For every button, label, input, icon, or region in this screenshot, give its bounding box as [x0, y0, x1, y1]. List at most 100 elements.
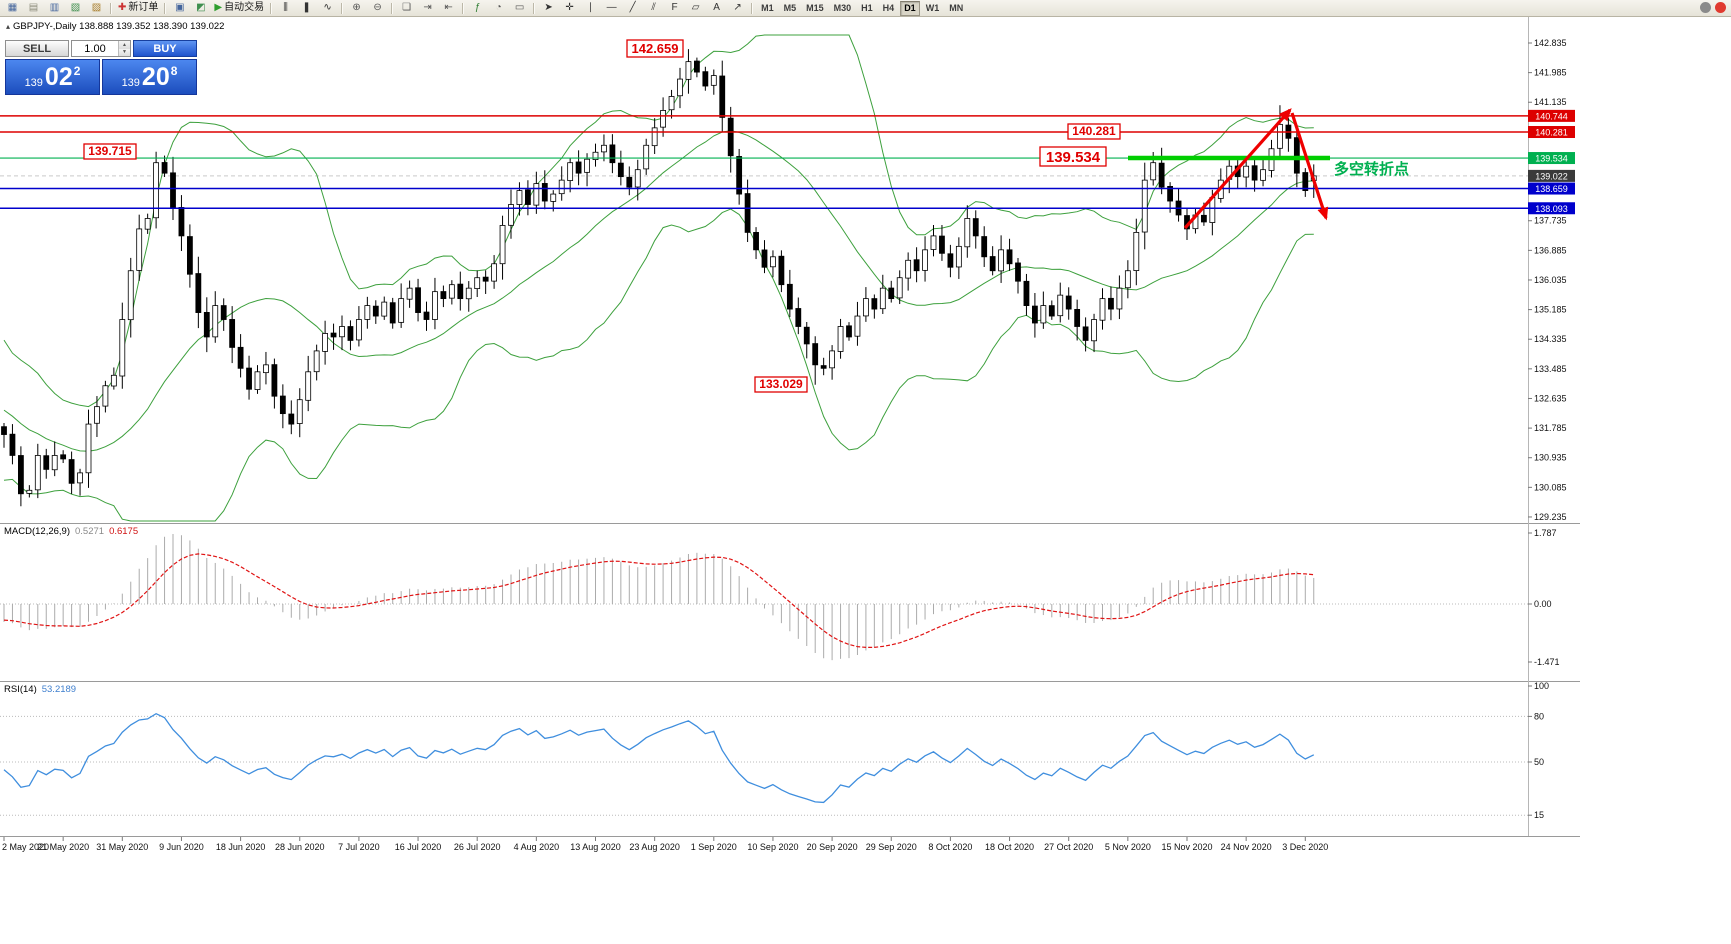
candle-body: [744, 193, 751, 233]
tile-windows-icon[interactable]: ❏: [397, 1, 416, 15]
candle-body: [203, 312, 210, 338]
timeframe-button-H1[interactable]: H1: [861, 3, 873, 13]
strategy-tester-icon: ◩: [196, 2, 206, 13]
navigator-icon[interactable]: ▨: [87, 1, 106, 15]
candle-body: [702, 71, 709, 87]
indicators-icon[interactable]: ƒ: [468, 1, 487, 15]
time-axis-label: 24 Nov 2020: [1221, 842, 1272, 852]
timeframe-button-M1[interactable]: M1: [761, 3, 774, 13]
price-scale-label: 130.935: [1534, 453, 1567, 463]
timeframe-button-M15[interactable]: M15: [806, 3, 824, 13]
timeframe-button-W1[interactable]: W1: [925, 3, 940, 13]
candle-body: [736, 156, 743, 195]
lot-value[interactable]: 1.00: [84, 42, 106, 55]
chart-shift-icon[interactable]: ⇤: [439, 1, 458, 15]
trend-arrow-up[interactable]: [1183, 108, 1292, 230]
candle-body: [279, 395, 286, 415]
candle-body: [136, 228, 143, 271]
shapes-icon[interactable]: ▱: [686, 1, 705, 15]
timeframe-button-H4[interactable]: H4: [882, 3, 895, 13]
timeframe-button-M30[interactable]: M30: [833, 3, 852, 13]
candle-body: [550, 193, 557, 202]
text-icon[interactable]: A: [707, 1, 726, 15]
strategy-tester-icon[interactable]: ◩: [191, 1, 210, 15]
market-watch-icon[interactable]: ▥: [45, 1, 64, 15]
new-order-button[interactable]: ✚ 新订单: [116, 1, 160, 15]
zoom-in-icon[interactable]: ⊕: [347, 1, 366, 15]
market-watch-icon: ▥: [49, 2, 60, 13]
annotation-text[interactable]: 多空转折点: [1334, 160, 1409, 178]
candle-body: [677, 78, 683, 97]
autotrading-button-label: 自动交易: [224, 2, 265, 13]
candle-body: [863, 298, 869, 317]
trend-arrow-down[interactable]: [1290, 112, 1329, 221]
price-scale-label: 133.485: [1534, 364, 1567, 374]
bar-chart-icon[interactable]: ⫼: [276, 1, 295, 15]
rsi-value: 53.2189: [41, 684, 77, 695]
terminal-icon[interactable]: ▣: [170, 1, 189, 15]
arrows-icon[interactable]: ↗: [728, 1, 747, 15]
autotrading-button[interactable]: ▶ 自动交易: [212, 1, 266, 15]
toolbar-right-group: [1700, 2, 1726, 13]
lot-increase-button[interactable]: ▲: [119, 41, 130, 49]
cursor-icon[interactable]: ➤: [539, 1, 558, 15]
profiles-icon[interactable]: ▤: [24, 1, 43, 15]
zoom-out-icon[interactable]: ⊖: [368, 1, 387, 15]
fibonacci-icon[interactable]: F: [665, 1, 684, 15]
time-axis-label: 7 Jul 2020: [338, 842, 380, 852]
rsi-line: [3, 712, 1315, 804]
crosshair-icon[interactable]: ✛: [560, 1, 579, 15]
candle-body: [423, 311, 430, 320]
price-callout-142.659[interactable]: [626, 39, 684, 58]
rsi-scale-label: 100: [1534, 681, 1549, 691]
time-axis-label: 16 Jul 2020: [395, 842, 442, 852]
candle-body: [854, 315, 861, 337]
price-callout-139.715[interactable]: [83, 143, 137, 160]
candle-body: [482, 276, 489, 282]
candle-body: [389, 302, 396, 324]
candle-body: [1150, 162, 1157, 181]
price-callout-139.534[interactable]: [1039, 146, 1107, 167]
candle-body: [372, 305, 379, 317]
candle-body: [584, 158, 590, 173]
symbol-ohlc-text: GBPJPY-,Daily 138.888 139.352 138.390 13…: [13, 21, 225, 32]
candle-body: [1023, 280, 1030, 306]
timeframe-button-MN[interactable]: MN: [949, 3, 964, 13]
time-axis-label: 13 Aug 2020: [570, 842, 621, 852]
periods-icon[interactable]: ◔: [489, 1, 508, 15]
timeframe-button-D1[interactable]: D1: [900, 0, 920, 16]
candle-body: [448, 284, 455, 299]
candle-body: [1, 426, 7, 435]
time-axis-label: 5 Nov 2020: [1105, 842, 1151, 852]
auto-scroll-icon[interactable]: ⇥: [418, 1, 437, 15]
candle-body: [668, 96, 675, 111]
candle-body: [871, 298, 878, 310]
alert-icon[interactable]: [1715, 2, 1726, 13]
trendline-icon[interactable]: ╱: [623, 1, 642, 15]
new-chart-icon[interactable]: ▦: [3, 1, 22, 15]
templates-icon[interactable]: ▭: [510, 1, 529, 15]
price-scale-label: 136.035: [1534, 275, 1567, 285]
tile-windows-icon: ❏: [402, 2, 412, 13]
candle-body: [263, 364, 269, 374]
price-callout-140.281[interactable]: [1067, 123, 1121, 140]
channel-icon[interactable]: ⫽: [644, 1, 663, 15]
candlestick-chart-icon[interactable]: ❚: [297, 1, 316, 15]
buy-button[interactable]: BUY: [133, 40, 197, 57]
line-chart-icon[interactable]: ∿: [318, 1, 337, 15]
candle-body: [541, 183, 548, 202]
candle-body: [119, 319, 126, 377]
sell-button[interactable]: SELL: [5, 40, 69, 57]
toolbar-left-group: ▦ ▤ ▥ ▧ ▨ ✚ 新订单 ▣ ◩ ▶ 自动交易 ⫼ ❚ ∿ ⊕ ⊖ ❏ ⇥ ⇤ ƒ ◔ ▭ ➤ ✛ ∣ ― ╱ ⫽ F ▱ A ↗ M1 M…: [0, 0, 968, 16]
lot-decrease-button[interactable]: ▼: [119, 48, 130, 56]
candle-body: [508, 204, 514, 226]
vertical-line-icon[interactable]: ∣: [581, 1, 600, 15]
price-callout-text: 142.659: [632, 41, 679, 56]
price-callout-133.029[interactable]: [754, 376, 808, 393]
community-icon[interactable]: [1700, 2, 1711, 13]
horizontal-line-icon[interactable]: ―: [602, 1, 621, 15]
timeframe-button-M5[interactable]: M5: [783, 3, 797, 13]
candle-body: [398, 298, 405, 323]
data-window-icon[interactable]: ▧: [66, 1, 85, 15]
lot-size-field[interactable]: 1.00 ▲ ▼: [71, 40, 131, 57]
